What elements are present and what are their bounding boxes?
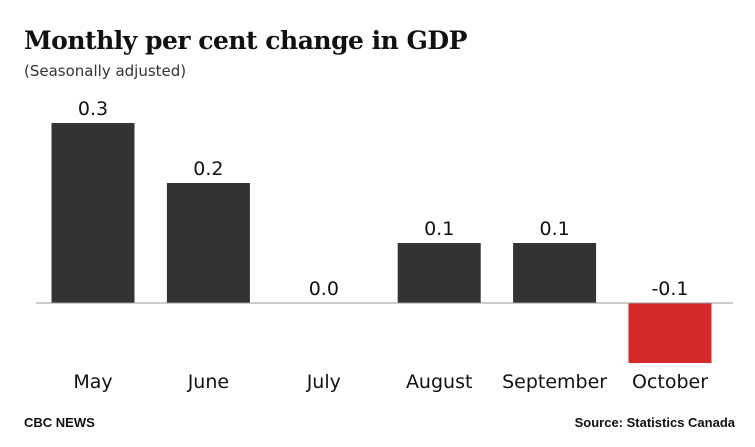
x-tick-label-october: October xyxy=(632,371,708,393)
chart-subtitle: (Seasonally adjusted) xyxy=(24,62,187,80)
brand-label: CBC NEWS xyxy=(24,415,95,430)
bar-may xyxy=(51,123,135,303)
data-label-august: 0.1 xyxy=(424,218,454,240)
x-tick-label-june: June xyxy=(187,371,229,393)
source-label: Source: Statistics Canada xyxy=(574,415,735,430)
data-label-october: -0.1 xyxy=(651,278,688,300)
data-label-june: 0.2 xyxy=(193,158,223,180)
bar-august xyxy=(397,243,481,303)
data-label-september: 0.1 xyxy=(539,218,569,240)
x-tick-label-august: August xyxy=(406,371,473,393)
bar-september xyxy=(513,243,597,303)
chart-title: Monthly per cent change in GDP xyxy=(24,26,467,55)
bar-june xyxy=(166,183,250,303)
x-tick-label-july: July xyxy=(306,371,341,393)
x-tick-label-september: September xyxy=(502,371,607,393)
data-label-may: 0.3 xyxy=(78,98,108,120)
bar-october xyxy=(628,303,712,363)
data-label-july: 0.0 xyxy=(309,278,339,300)
x-tick-label-may: May xyxy=(73,371,112,393)
